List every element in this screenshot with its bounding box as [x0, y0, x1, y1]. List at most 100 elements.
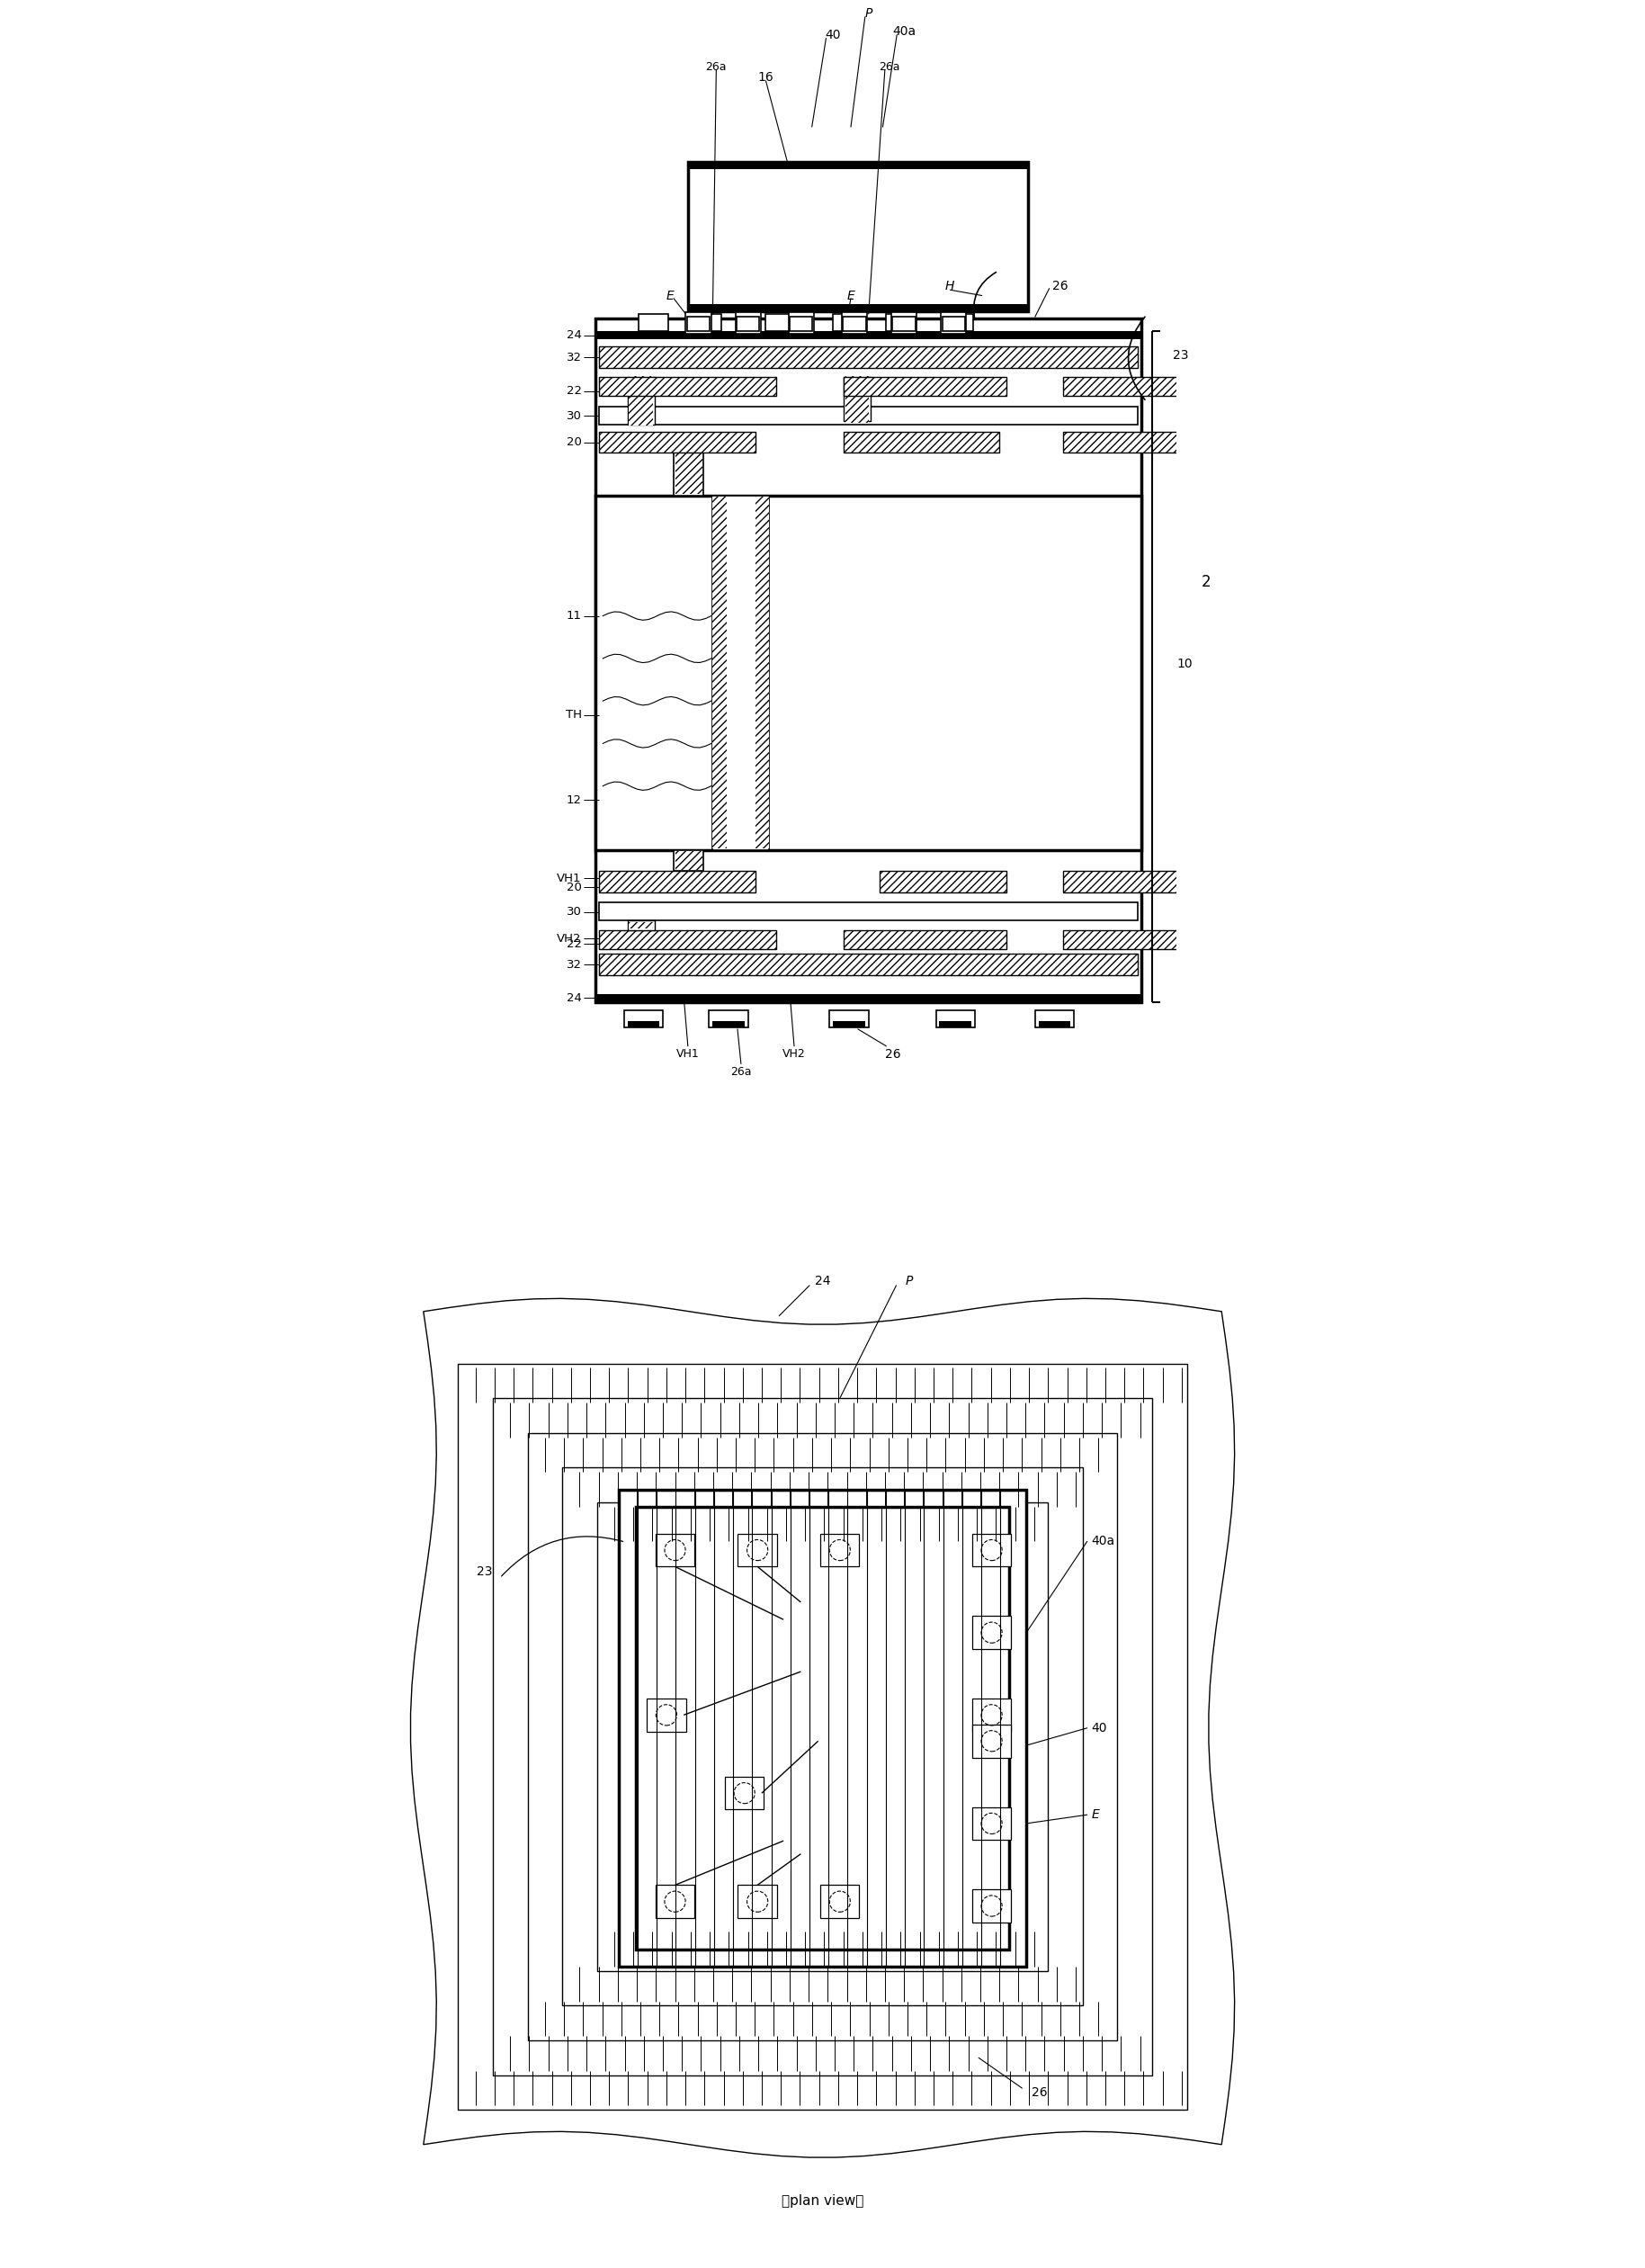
Bar — [943, 313, 972, 331]
Bar — [972, 1724, 1012, 1758]
Bar — [739, 1885, 776, 1919]
Bar — [755, 497, 770, 848]
Bar — [767, 313, 796, 331]
Bar — [829, 1012, 869, 1027]
Bar — [628, 921, 655, 930]
Bar — [972, 1808, 1012, 1839]
Bar — [842, 318, 865, 331]
Bar — [712, 1021, 745, 1027]
Text: 24: 24 — [814, 1275, 831, 1288]
Bar — [709, 1012, 748, 1027]
Text: VH2: VH2 — [783, 1048, 806, 1059]
Text: 40: 40 — [1091, 1721, 1107, 1735]
Bar — [595, 494, 1142, 850]
Bar — [936, 1012, 975, 1027]
Bar — [686, 313, 711, 333]
Bar — [688, 163, 1028, 311]
Bar — [821, 1533, 859, 1567]
Text: 40a: 40a — [892, 25, 916, 39]
Text: 26a: 26a — [706, 61, 727, 73]
Bar — [599, 406, 1138, 424]
Text: TH: TH — [566, 710, 582, 721]
Bar — [712, 497, 727, 848]
Bar — [1063, 431, 1209, 454]
Text: 24: 24 — [566, 991, 582, 1005]
Text: 22: 22 — [566, 939, 582, 950]
Text: 10: 10 — [1176, 658, 1193, 669]
Bar — [1063, 930, 1209, 948]
Bar — [688, 304, 1028, 311]
Text: 26: 26 — [885, 1048, 901, 1061]
Text: 40a: 40a — [1091, 1535, 1115, 1547]
Text: E: E — [847, 290, 855, 302]
Text: 22: 22 — [566, 386, 582, 397]
Bar — [939, 1021, 971, 1027]
Bar — [941, 313, 966, 333]
Text: （plan view）: （plan view） — [781, 2193, 864, 2207]
Text: 40: 40 — [826, 29, 841, 41]
Text: P: P — [865, 7, 872, 20]
Bar — [972, 1533, 1012, 1567]
Text: 23: 23 — [477, 1565, 493, 1579]
Bar — [599, 930, 776, 948]
Text: 2: 2 — [1201, 574, 1211, 590]
Bar — [844, 930, 1007, 948]
Bar — [846, 376, 869, 422]
Bar — [623, 1012, 663, 1027]
Bar — [595, 331, 1142, 340]
Bar — [674, 850, 702, 869]
Bar — [628, 923, 653, 928]
Text: 32: 32 — [566, 352, 582, 363]
Bar — [619, 1490, 1026, 1966]
Bar — [821, 1885, 859, 1919]
Bar — [599, 347, 1138, 367]
Bar — [893, 318, 915, 331]
Bar — [637, 1506, 1008, 1948]
Text: 20: 20 — [566, 435, 582, 449]
Bar — [674, 454, 704, 494]
Bar — [725, 1776, 763, 1810]
Bar — [832, 313, 864, 331]
Text: 30: 30 — [566, 411, 582, 422]
Bar — [878, 871, 1007, 891]
Bar — [688, 318, 711, 331]
Bar — [972, 1699, 1012, 1730]
Text: 16: 16 — [758, 70, 773, 84]
Text: 26: 26 — [1051, 279, 1068, 293]
Text: 26a: 26a — [730, 1066, 752, 1077]
Bar — [688, 163, 1028, 170]
Bar — [655, 1885, 694, 1919]
Bar — [628, 376, 655, 424]
Bar — [788, 313, 814, 333]
Bar — [599, 376, 776, 397]
Bar — [1038, 1021, 1071, 1027]
Bar — [595, 993, 1142, 1002]
Bar — [1035, 1012, 1074, 1027]
Bar — [655, 1533, 694, 1567]
Text: 23: 23 — [1173, 349, 1189, 361]
Text: H: H — [946, 279, 954, 293]
Bar — [892, 313, 916, 333]
Bar — [595, 318, 1142, 1002]
Bar — [628, 376, 653, 426]
Text: 26a: 26a — [878, 61, 900, 73]
Bar — [887, 313, 916, 331]
Bar — [972, 1617, 1012, 1649]
Bar — [832, 1021, 865, 1027]
Text: 20: 20 — [566, 882, 582, 894]
Bar — [1063, 871, 1209, 891]
Bar — [691, 313, 721, 331]
Bar — [674, 850, 704, 871]
Bar — [646, 1699, 686, 1730]
Bar — [597, 1501, 1048, 1971]
Text: 12: 12 — [566, 794, 582, 805]
Bar — [842, 313, 867, 333]
Bar — [493, 1399, 1151, 2075]
Text: 30: 30 — [566, 907, 582, 919]
Bar — [563, 1467, 1082, 2005]
Bar — [972, 1889, 1012, 1923]
Text: E: E — [1091, 1808, 1099, 1821]
Text: VH1: VH1 — [558, 873, 582, 885]
Bar — [735, 313, 762, 333]
Bar — [943, 318, 966, 331]
